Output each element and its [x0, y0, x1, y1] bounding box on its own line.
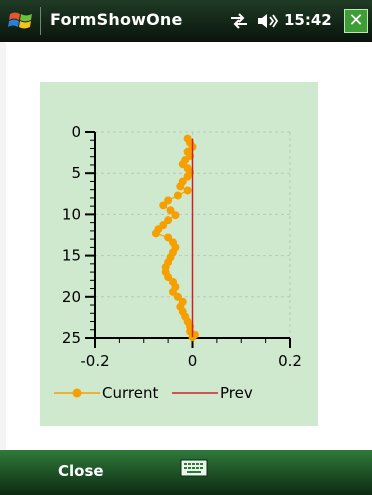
x-tick-label: 0.2 — [278, 352, 302, 370]
y-tick-label: 0 — [71, 123, 81, 141]
legend-label-prev: Prev — [220, 384, 253, 402]
data-point-current — [173, 292, 182, 301]
x-tick-label: 0 — [188, 352, 198, 370]
legend-label-current: Current — [102, 384, 158, 402]
clock: 15:42 — [284, 11, 332, 29]
data-point-current — [164, 233, 173, 242]
y-tick-label: 15 — [62, 247, 81, 265]
volume-icon[interactable] — [256, 12, 278, 30]
form-content: 0 5 10 15 20 25 -0.2 0 0.2 Current Prev — [0, 42, 372, 450]
data-point-current — [166, 206, 175, 215]
data-point-current — [183, 172, 192, 181]
title-bar: FormShowOne 15:42 ✕ — [0, 0, 372, 42]
close-icon[interactable]: ✕ — [344, 9, 368, 33]
data-point-current — [164, 196, 173, 205]
connectivity-icon[interactable] — [228, 12, 250, 30]
legend-marker-current — [72, 388, 82, 398]
data-point-current — [164, 216, 173, 225]
left-edge — [0, 42, 6, 450]
chart-panel: 0 5 10 15 20 25 -0.2 0 0.2 Current Prev — [40, 82, 318, 426]
data-point-current — [171, 211, 180, 220]
data-point-current — [173, 191, 182, 200]
data-point-current — [176, 182, 185, 191]
softkey-bar: Close — [0, 450, 372, 495]
close-softkey[interactable]: Close — [58, 462, 104, 480]
data-point-current — [169, 287, 177, 296]
y-tick-label: 5 — [71, 164, 81, 182]
app-title: FormShowOne — [50, 10, 183, 29]
depth-chart: 0 5 10 15 20 25 -0.2 0 0.2 Current Prev — [54, 123, 302, 402]
y-tick-label: 20 — [62, 288, 81, 306]
y-tick-label: 25 — [62, 329, 81, 347]
title-separator — [40, 7, 41, 35]
data-point-current — [159, 201, 168, 210]
x-tick-label: -0.2 — [80, 352, 109, 370]
keyboard-icon[interactable] — [180, 458, 208, 478]
data-point-current — [151, 229, 160, 238]
data-point-current — [183, 186, 192, 195]
windows-start-icon[interactable] — [8, 8, 34, 34]
y-tick-label: 10 — [62, 205, 81, 223]
data-point-current — [164, 273, 173, 282]
